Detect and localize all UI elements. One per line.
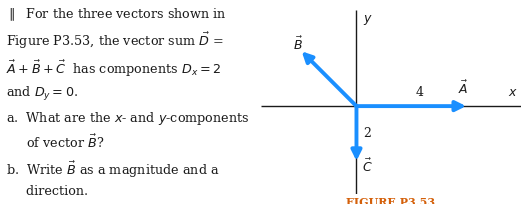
Text: $x$: $x$ (508, 86, 518, 99)
Text: $\parallel$  For the three vectors shown in
Figure P3.53, the vector sum $\vec{D: $\parallel$ For the three vectors shown … (6, 6, 250, 198)
Text: $y$: $y$ (363, 13, 373, 27)
Text: $\vec{C}$: $\vec{C}$ (362, 158, 373, 175)
Text: 2: 2 (363, 127, 371, 140)
Text: $\vec{B}$: $\vec{B}$ (293, 35, 303, 53)
Text: $\vec{A}$: $\vec{A}$ (458, 79, 468, 96)
Text: 4: 4 (416, 86, 423, 99)
Text: FIGURE P3.53: FIGURE P3.53 (346, 197, 435, 204)
